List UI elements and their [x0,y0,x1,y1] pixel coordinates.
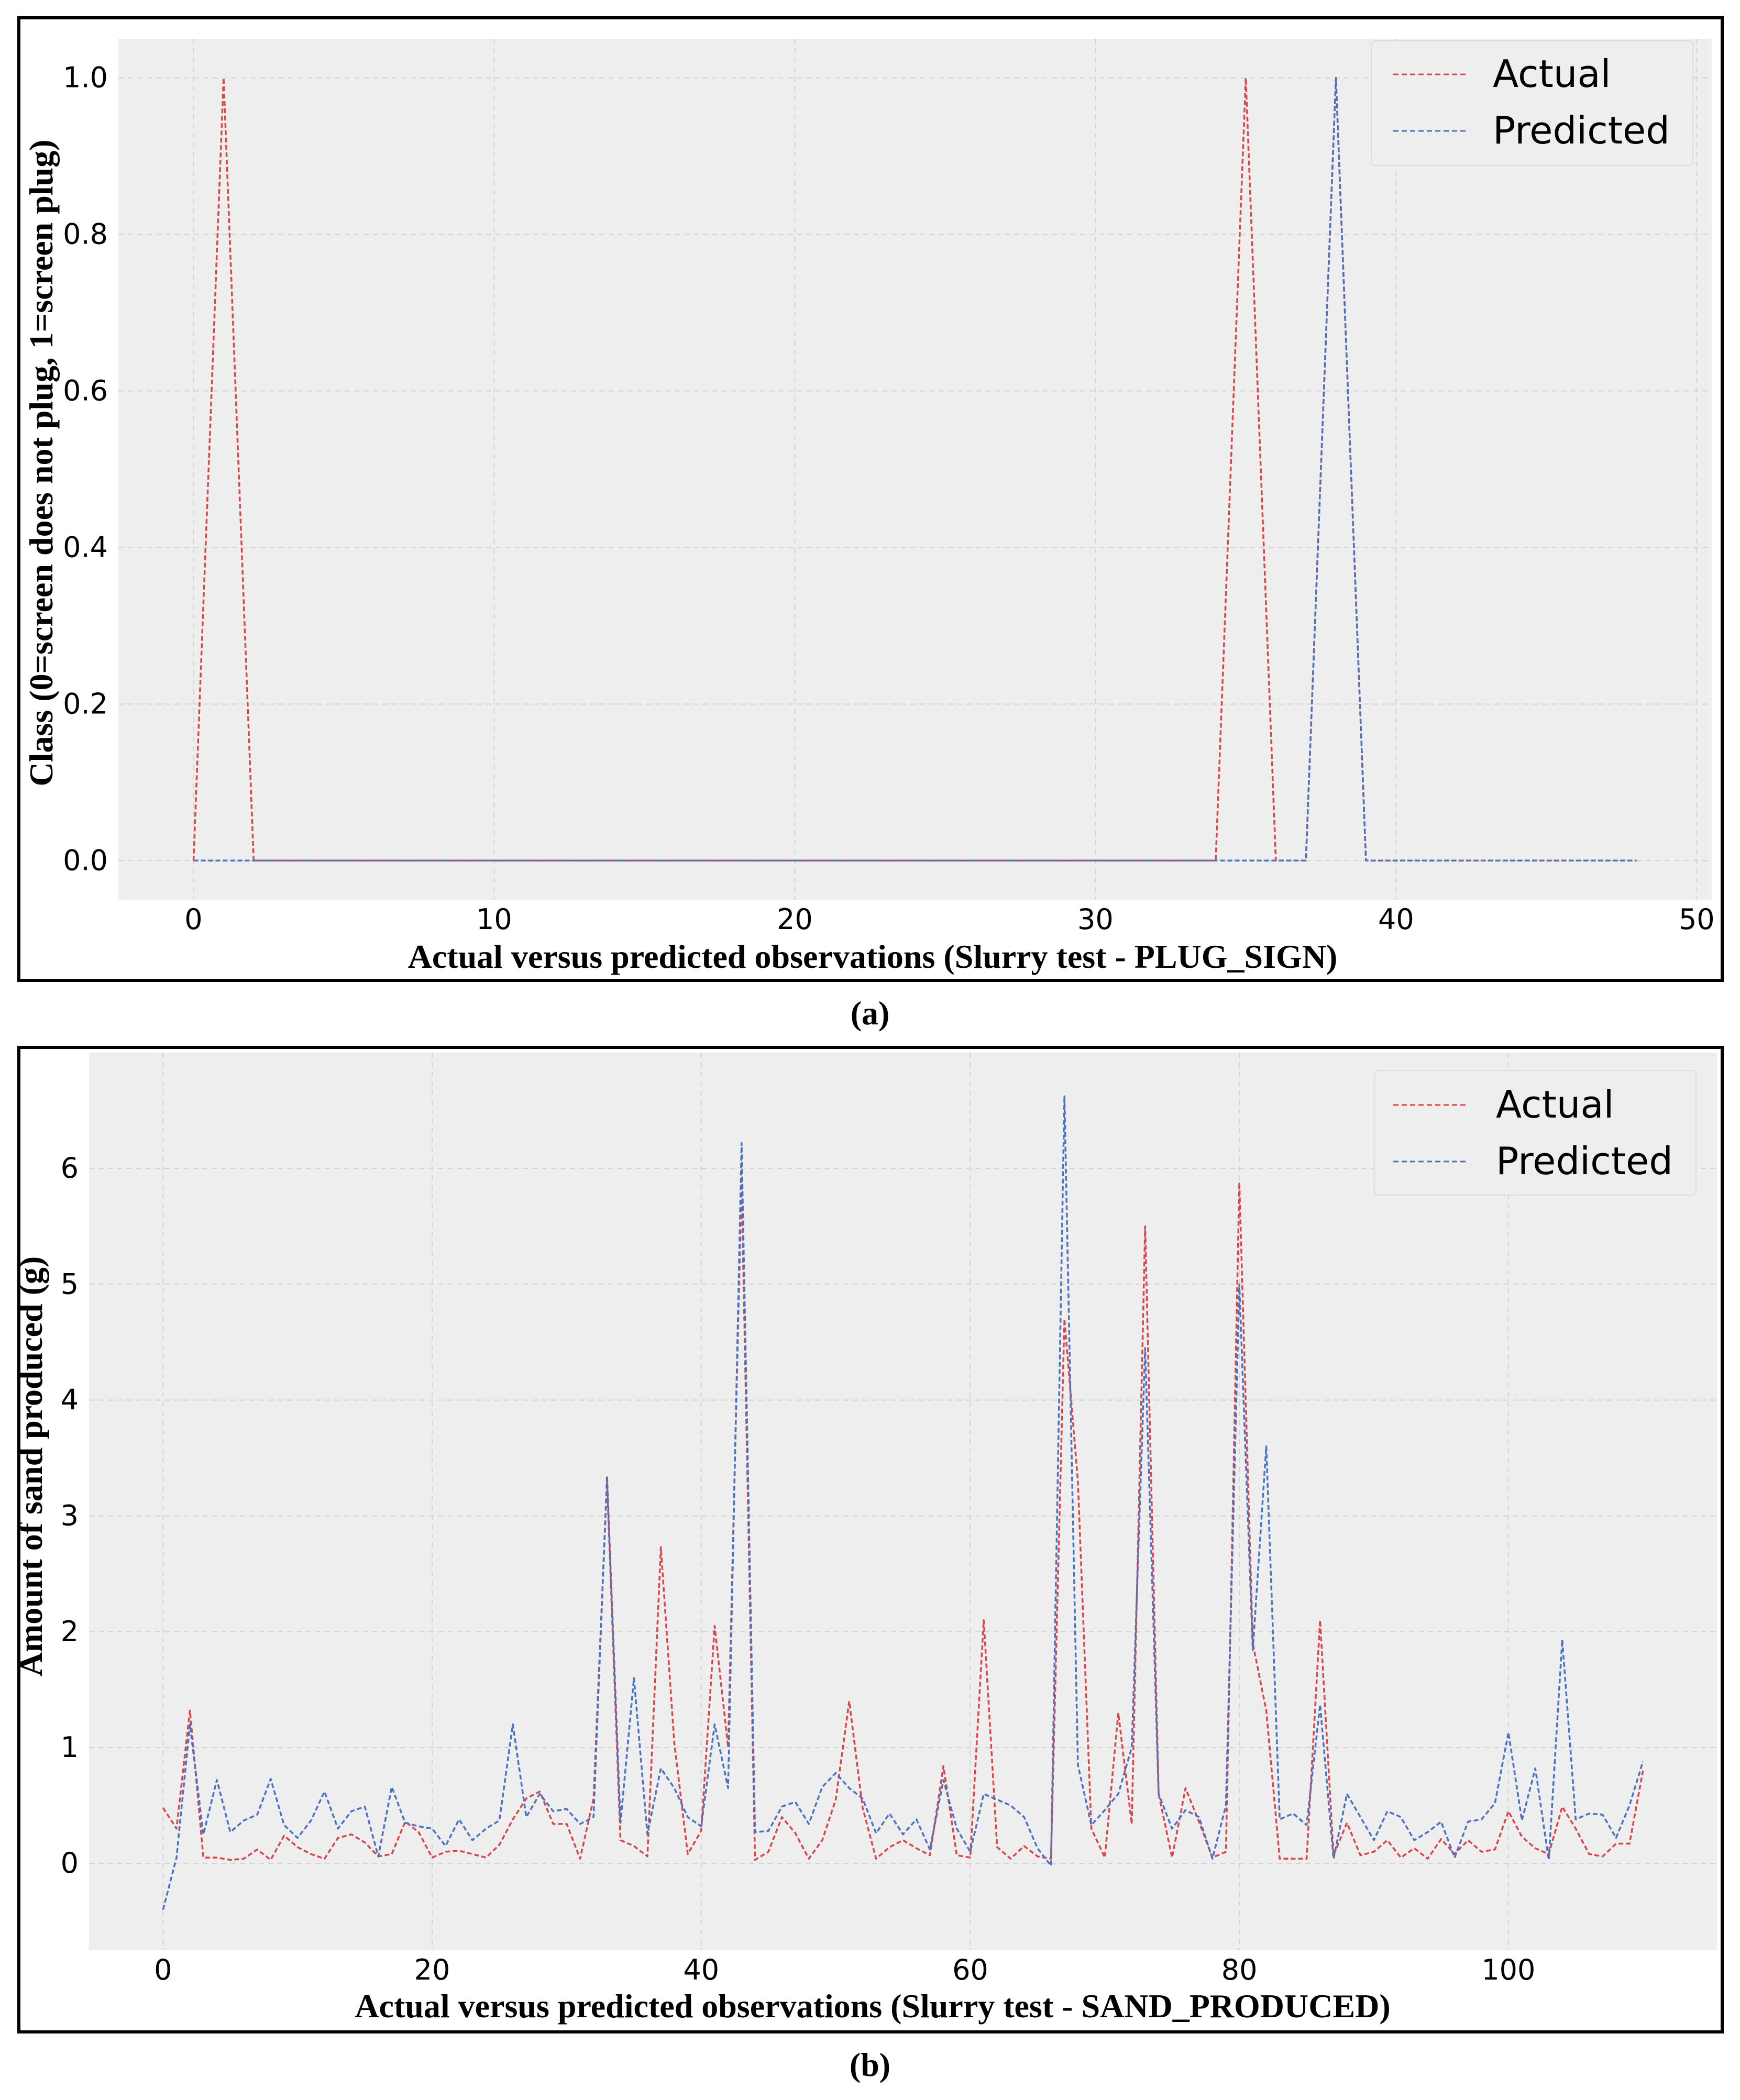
panel-a-ticks: 0 10 20 30 40 50 0.0 0.2 0.4 0.6 0.8 1.0 [63,61,1715,936]
a-x-tick-label: 50 [1679,903,1715,936]
panel-a-legend-actual-label: Actual [1493,52,1611,96]
b-x-tick-label: 80 [1221,1953,1258,1986]
a-y-tick-label: 0.6 [63,374,108,407]
a-x-tick-label: 10 [476,903,512,936]
a-x-tick-label: 0 [184,903,202,936]
a-y-tick-label: 0.8 [63,218,108,251]
b-x-tick-label: 0 [154,1953,172,1986]
panel-b-legend-box [1374,1070,1697,1196]
panel-b: 0 20 40 60 80 100 0 1 2 3 4 5 6 Actual Predicted Act… [12,1046,1724,2033]
panel-b-x-axis-title: Actual versus predicted observations (Sl… [355,1987,1390,2025]
b-x-tick-label: 20 [414,1953,450,1986]
b-y-tick-label: 1 [61,1731,79,1764]
panel-b-y-axis-title: Amount of sand produced (g) [12,1256,49,1677]
b-x-tick-label: 100 [1481,1953,1535,1986]
panel-a-series [192,76,1637,862]
panel-a-legend: Actual Predicted [1371,40,1693,166]
panel-a-x-axis-title: Actual versus predicted observations (Sl… [408,938,1338,975]
b-y-tick-label: 2 [61,1615,79,1648]
a-x-tick-label: 20 [777,903,813,936]
panel-a-y-axis-title: Class (0=screen does not plug, 1=screen … [23,139,60,786]
b-y-tick-label: 0 [61,1847,79,1880]
panel-b-legend-predicted-label: Predicted [1496,1139,1673,1183]
b-series-line-actual [162,1179,1644,1861]
panel-a-plot-area [118,39,1712,900]
a-y-tick-label: 0.4 [63,530,108,563]
panel-a-legend-predicted-label: Predicted [1493,108,1670,152]
panel-b-legend: Actual Predicted [1374,1070,1697,1196]
a-y-tick-label: 0.2 [63,687,108,720]
panel-b-ticks: 0 20 40 60 80 100 0 1 2 3 4 5 6 [61,1152,1536,1986]
a-x-tick-label: 40 [1378,903,1414,936]
panel-b-legend-actual-label: Actual [1496,1082,1614,1126]
b-y-tick-label: 4 [61,1383,79,1416]
panel-a: 0 10 20 30 40 50 0.0 0.2 0.4 0.6 0.8 1.0 Actual Pre… [17,16,1724,982]
panel-b-plot-area [89,1053,1717,1950]
panel-b-gridlines [89,1053,1717,1950]
b-y-tick-label: 3 [61,1499,79,1532]
a-series-line-predicted [193,76,1637,862]
panel-b-series [162,1095,1644,1910]
b-x-tick-label: 60 [952,1953,988,1986]
a-y-tick-label: 1.0 [63,61,108,94]
b-y-tick-label: 6 [61,1152,79,1185]
b-y-tick-label: 5 [61,1267,79,1300]
a-y-tick-label: 0.0 [63,844,108,877]
a-x-tick-label: 30 [1077,903,1114,936]
panel-a-legend-box [1371,40,1693,166]
panel-a-label: (a) [850,994,890,1032]
b-x-tick-label: 40 [683,1953,719,1986]
panel-b-label: (b) [849,2046,891,2083]
b-series-line-predicted [162,1095,1644,1910]
